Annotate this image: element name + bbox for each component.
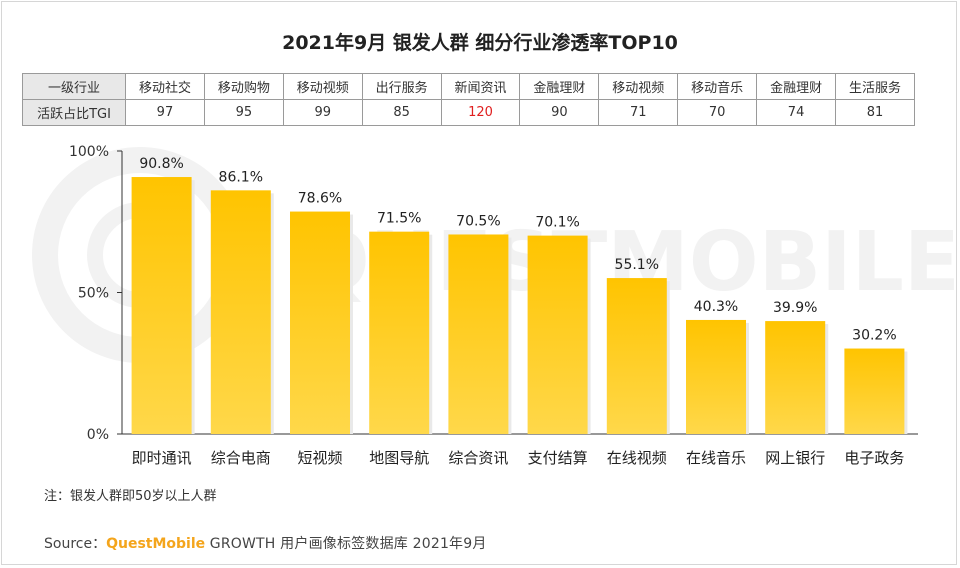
bar-value-label: 78.6% — [298, 191, 342, 207]
y-tick-label: 100% — [69, 144, 109, 160]
source-brand: QuestMobile — [106, 536, 206, 552]
industry-row-label: 一级行业 — [22, 73, 126, 100]
x-tick-label: 网上银行 — [765, 449, 825, 467]
tgi-table: 一级行业 移动社交 移动购物 移动视频 出行服务 新闻资讯 金融理财 移动视频 … — [22, 73, 915, 126]
bar — [448, 234, 509, 434]
bar — [686, 319, 746, 434]
bar-value-label: 70.1% — [535, 215, 579, 231]
x-tick-label: 综合资讯 — [448, 449, 508, 467]
x-tick-label: 电子政务 — [844, 449, 904, 467]
industry-row: 一级行业 移动社交 移动购物 移动视频 出行服务 新闻资讯 金融理财 移动视频 … — [22, 73, 915, 100]
bar-value-label: 71.5% — [377, 211, 421, 227]
y-tick-label: 0% — [87, 427, 109, 443]
source-detail: GROWTH 用户画像标签数据库 2021年9月 — [205, 536, 487, 552]
tgi-row: 活跃占比TGI 97 95 99 85 120 90 71 70 74 81 — [22, 99, 915, 126]
x-tick-label: 在线视频 — [607, 449, 667, 467]
chart-bars — [131, 177, 908, 434]
tgi-cell: 97 — [125, 99, 205, 126]
industry-cell: 移动音乐 — [677, 73, 758, 100]
bar-value-label: 86.1% — [219, 169, 263, 185]
y-tick-label: 50% — [78, 286, 109, 302]
bar — [527, 235, 588, 434]
industry-cell: 移动购物 — [203, 73, 284, 100]
bar-value-label: 70.5% — [456, 213, 500, 229]
x-tick-label: 在线音乐 — [686, 449, 746, 467]
x-tick-label: 支付结算 — [528, 449, 588, 467]
x-tick-label: 短视频 — [297, 449, 342, 467]
bar — [369, 231, 430, 434]
tgi-cell: 99 — [282, 99, 363, 126]
tgi-cell: 85 — [361, 99, 442, 126]
industry-cell: 生活服务 — [835, 73, 915, 100]
bar-value-label: 40.3% — [694, 299, 738, 315]
tgi-cell: 74 — [756, 99, 837, 126]
source-line: Source：QuestMobile GROWTH 用户画像标签数据库 2021… — [44, 533, 487, 553]
bar — [290, 211, 350, 434]
industry-cell: 金融理财 — [756, 73, 837, 100]
bar — [606, 278, 667, 434]
x-tick-label: 综合电商 — [211, 449, 271, 467]
bar-value-label: 39.9% — [773, 300, 817, 316]
industry-cell: 移动视频 — [598, 73, 679, 100]
bar — [131, 177, 192, 434]
industry-cell: 新闻资讯 — [440, 73, 521, 100]
tgi-cell: 90 — [519, 99, 600, 126]
chart-title: 2021年9月 银发人群 细分行业渗透率TOP10 — [282, 32, 678, 54]
tgi-cell: 81 — [835, 99, 915, 126]
x-tick-label: 即时通讯 — [132, 449, 192, 467]
bar — [210, 190, 271, 434]
industry-cell: 金融理财 — [519, 73, 600, 100]
tgi-row-label: 活跃占比TGI — [22, 99, 126, 126]
chart-labels: 90.8% 即时通讯 86.1% 综合电商 78.6% 短视频 71.5% 地图导航 70.5%… — [132, 156, 905, 467]
source-prefix: Source： — [44, 536, 107, 552]
x-tick-label: 地图导航 — [369, 449, 429, 467]
bar-value-label: 30.2% — [852, 328, 896, 344]
tgi-cell: 71 — [598, 99, 679, 126]
bar — [844, 348, 905, 434]
bar — [765, 321, 826, 434]
bar-value-label: 55.1% — [615, 257, 659, 273]
tgi-cell-highlight: 120 — [440, 99, 521, 126]
bar-value-label: 90.8% — [139, 156, 183, 172]
footnote: 注：银发人群即50岁以上人群 — [44, 489, 217, 504]
